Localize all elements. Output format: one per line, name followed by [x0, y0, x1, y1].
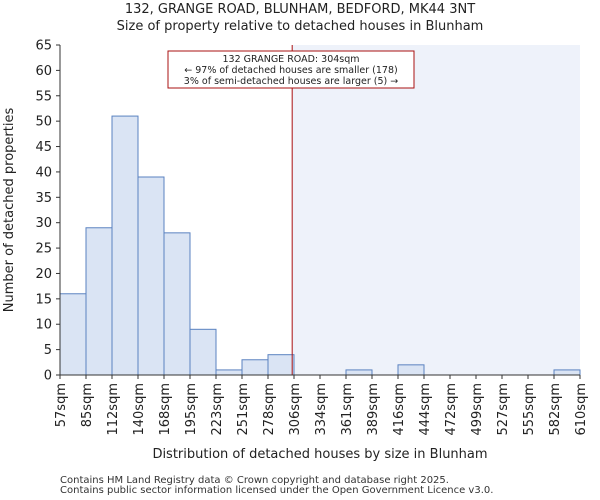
x-tick-label: 361sqm	[340, 383, 355, 436]
annotation-line: ← 97% of detached houses are smaller (17…	[184, 65, 397, 76]
y-tick-label: 30	[35, 216, 52, 231]
y-tick-label: 25	[35, 242, 52, 257]
histogram-bar	[553, 369, 581, 376]
chart-subtitle: Size of property relative to detached ho…	[116, 19, 484, 34]
x-tick-label: 306sqm	[288, 383, 303, 436]
x-tick-label: 334sqm	[314, 383, 329, 436]
y-tick-label: 0	[44, 369, 52, 384]
y-tick-label: 10	[35, 318, 52, 333]
y-axis-label: Number of detached properties	[2, 108, 17, 313]
y-tick-label: 55	[35, 89, 52, 104]
x-tick-label: 499sqm	[470, 383, 485, 436]
x-tick-label: 195sqm	[184, 383, 199, 436]
x-tick-label: 582sqm	[548, 383, 563, 436]
y-tick-label: 35	[35, 191, 52, 206]
x-tick-label: 527sqm	[496, 383, 511, 436]
y-tick-label: 20	[35, 267, 52, 282]
chart-title: 132, GRANGE ROAD, BLUNHAM, BEDFORD, MK44…	[124, 2, 476, 17]
annotation-line: 3% of semi-detached houses are larger (5…	[184, 76, 398, 87]
footer-copyright: Contains HM Land Registry data © Crown c…	[60, 475, 449, 486]
highlight-region	[292, 45, 580, 375]
histogram-bar	[241, 359, 269, 376]
histogram-bar	[189, 328, 217, 376]
annotation-frame	[167, 50, 415, 89]
x-tick-label: 472sqm	[444, 383, 459, 436]
x-tick-label: 389sqm	[366, 383, 381, 436]
x-tick-label: 610sqm	[574, 383, 589, 436]
bars-group	[59, 115, 581, 376]
histogram-bar	[267, 354, 295, 376]
histogram-bar	[111, 115, 139, 376]
x-tick-label: 555sqm	[522, 383, 537, 436]
x-tick-label: 223sqm	[210, 383, 225, 436]
x-axis: 57sqm 85sqm 112sqm 140sqm 168sqm 195sqm 223sqm…	[54, 374, 589, 436]
y-tick-label: 5	[44, 343, 52, 358]
y-tick-label: 45	[35, 140, 52, 155]
y-tick-label: 40	[35, 165, 52, 180]
y-tick-label: 65	[35, 39, 52, 54]
annotation-line: 132 GRANGE ROAD: 304sqm	[222, 54, 359, 65]
histogram-bar	[59, 293, 87, 376]
histogram-bar	[215, 369, 243, 376]
x-tick-label: 168sqm	[158, 383, 173, 436]
x-tick-label: 85sqm	[80, 383, 95, 427]
y-axis: 0 5 10 15 20 25 30 35 40 45 50 55 60 65	[35, 39, 61, 384]
x-tick-label: 57sqm	[54, 383, 69, 427]
annotation-box: 132 GRANGE ROAD: 304sqm← 97% of detached…	[167, 50, 415, 89]
x-tick-label: 416sqm	[392, 383, 407, 436]
x-tick-label: 140sqm	[132, 383, 147, 436]
histogram-bar	[137, 176, 165, 376]
histogram-bar	[397, 364, 425, 376]
histogram-bar	[345, 369, 373, 376]
y-tick-label: 50	[35, 115, 52, 130]
x-tick-label: 112sqm	[106, 383, 121, 436]
footer-licence: Contains public sector information licen…	[60, 485, 494, 496]
x-tick-label: 251sqm	[236, 383, 251, 436]
x-tick-label: 444sqm	[418, 383, 433, 436]
x-tick-label: 278sqm	[262, 383, 277, 436]
histogram-bar	[163, 232, 191, 376]
x-axis-label: Distribution of detached houses by size …	[152, 447, 487, 462]
histogram-bar	[85, 227, 113, 376]
y-tick-label: 60	[35, 64, 52, 79]
y-tick-label: 15	[35, 292, 52, 307]
